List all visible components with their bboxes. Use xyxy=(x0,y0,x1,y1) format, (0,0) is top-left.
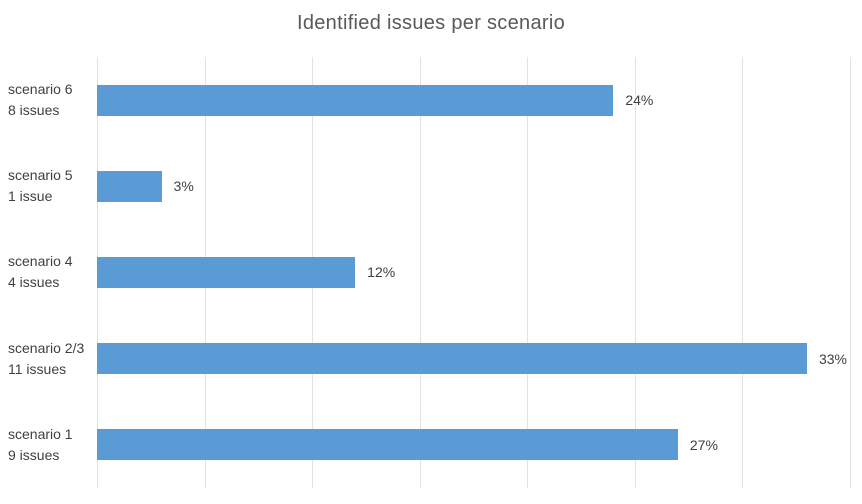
gridline xyxy=(634,57,636,488)
category-label: scenario 2/3 11 issues xyxy=(8,338,94,380)
value-label: 27% xyxy=(689,436,718,453)
bar xyxy=(97,343,807,375)
bar xyxy=(97,429,678,461)
chart-title: Identified issues per scenario xyxy=(296,12,566,34)
bar-row: scenario 6 8 issues 24% xyxy=(8,57,850,143)
bar-row: scenario 1 9 issues 27% xyxy=(8,402,850,488)
gridline xyxy=(419,57,421,488)
category-label: scenario 1 9 issues xyxy=(8,424,94,466)
gridline xyxy=(527,57,529,488)
plot-area: scenario 6 8 issues 24% scenario 5 1 issue 3%… xyxy=(8,57,851,488)
bar-rows: scenario 6 8 issues 24% scenario 5 1 issue 3%… xyxy=(8,57,850,488)
category-issue-count: 9 issues xyxy=(8,446,60,463)
category-label: scenario 4 4 issues xyxy=(8,251,94,293)
value-label: 3% xyxy=(173,178,194,195)
category-name: scenario 1 xyxy=(8,425,73,442)
category-name: scenario 5 xyxy=(8,167,73,184)
value-label: 12% xyxy=(367,264,396,281)
category-issue-count: 11 issues xyxy=(8,360,67,377)
value-label: 33% xyxy=(818,350,847,367)
bar xyxy=(97,170,162,202)
bar-row: scenario 5 1 issue 3% xyxy=(8,143,850,229)
bar-row: scenario 4 4 issues 12% xyxy=(8,229,850,315)
category-name: scenario 2/3 xyxy=(8,339,85,356)
category-label: scenario 6 8 issues xyxy=(8,79,94,121)
category-issue-count: 8 issues xyxy=(8,102,60,119)
value-label: 24% xyxy=(625,92,654,109)
category-label: scenario 5 1 issue xyxy=(8,165,94,207)
bar xyxy=(97,256,356,288)
category-issue-count: 4 issues xyxy=(8,274,60,291)
gridline xyxy=(742,57,744,488)
gridline xyxy=(850,57,851,488)
category-name: scenario 6 xyxy=(8,81,73,98)
category-issue-count: 1 issue xyxy=(8,188,53,205)
bar-row: scenario 2/3 11 issues 33% xyxy=(8,316,850,402)
category-name: scenario 4 xyxy=(8,253,73,270)
bar xyxy=(97,84,614,116)
